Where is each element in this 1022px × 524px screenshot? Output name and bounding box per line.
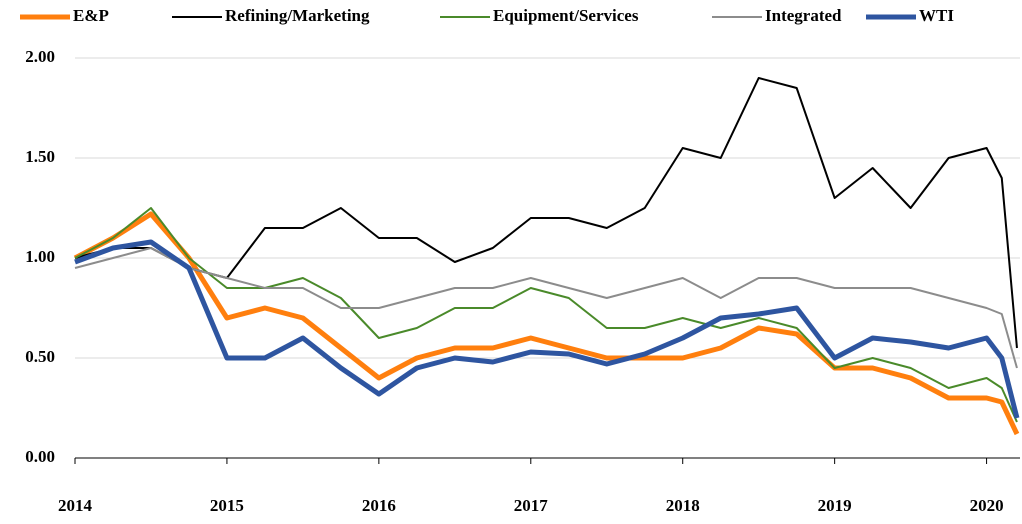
series-line [74,247,1018,369]
x-tick-label: 2019 [818,496,852,515]
x-tick-label: 2020 [970,496,1004,515]
series-line [74,77,1018,349]
legend-label: WTI [919,6,954,25]
y-tick-label: 0.00 [25,447,55,466]
legend-label: Refining/Marketing [225,6,370,25]
y-tick-label: 1.50 [25,147,55,166]
series-line [74,239,1020,419]
y-tick-label: 0.50 [25,347,55,366]
series-line [73,211,1020,436]
x-tick-label: 2014 [58,496,93,515]
x-tick-label: 2016 [362,496,396,515]
x-tick-label: 2017 [514,496,549,515]
legend-label: Equipment/Services [493,6,639,25]
series-line [74,207,1018,423]
y-tick-label: 1.00 [25,247,55,266]
legend-label: E&P [73,6,109,25]
x-tick-label: 2015 [210,496,244,515]
legend-label: Integrated [765,6,842,25]
y-tick-label: 2.00 [25,47,55,66]
x-tick-label: 2018 [666,496,700,515]
